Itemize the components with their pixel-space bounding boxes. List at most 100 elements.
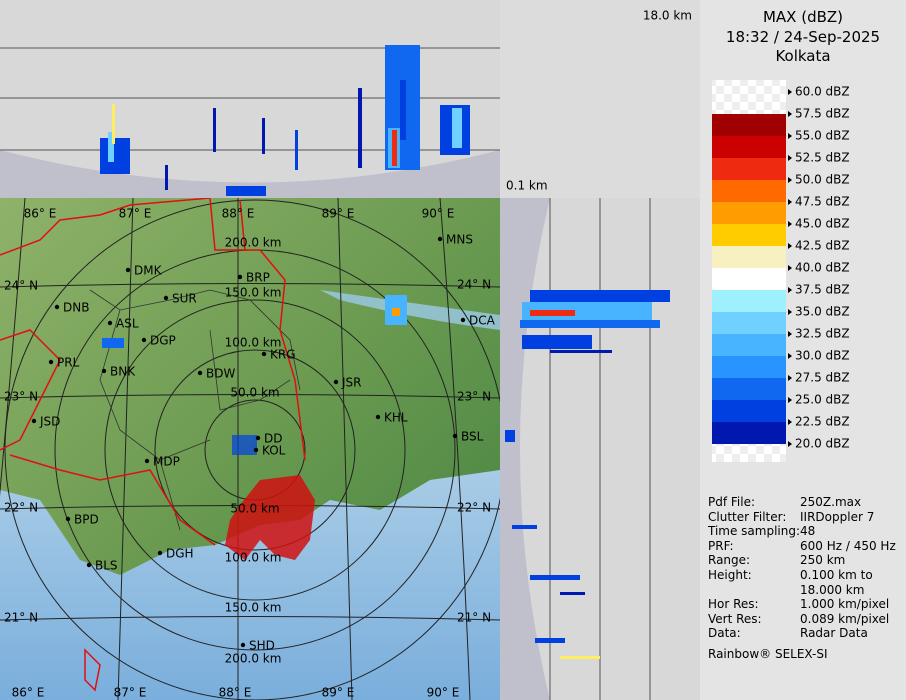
map-echoes <box>102 295 407 455</box>
info-row: Range: 250 km <box>708 553 900 568</box>
info-row: Clutter Filter: IIRDoppler 7 <box>708 510 900 525</box>
legend-label: 32.5 dBZ <box>795 327 850 341</box>
site-label: DD <box>264 432 282 446</box>
lon-label: 86° E <box>24 207 57 221</box>
legend-swatch <box>712 312 786 334</box>
legend-label: 40.0 dBZ <box>795 261 850 275</box>
info-key: Clutter Filter: <box>708 509 787 524</box>
site-dot <box>333 379 339 385</box>
info-row: Pdf File: 250Z.max <box>708 495 900 510</box>
site-label: KRG <box>270 348 296 362</box>
info-value: 250 km <box>800 553 846 568</box>
site-label: DMK <box>134 264 163 278</box>
lon-label: 89° E <box>322 686 355 700</box>
site-label: DNB <box>63 301 89 315</box>
site-label: JSD <box>39 415 60 429</box>
legend-tick <box>788 419 792 425</box>
site-label: BSL <box>461 430 484 444</box>
lat-label: 23° N <box>457 390 491 404</box>
lat-label: 21° N <box>457 611 491 625</box>
info-row: Height: 0.100 km to 18.000 km <box>708 568 900 597</box>
site-dot <box>261 351 267 357</box>
legend-tick <box>788 309 792 315</box>
info-value: 1.000 km/pixel <box>800 597 890 612</box>
legend-tick <box>788 199 792 205</box>
site-label: DCA <box>469 314 496 328</box>
site-label: ASL <box>116 317 139 331</box>
legend-tick <box>788 243 792 249</box>
legend-swatch <box>712 136 786 158</box>
site-label: KHL <box>384 411 408 425</box>
legend-label: 57.5 dBZ <box>795 107 850 121</box>
panel-title: MAX (dBZ) <box>762 8 844 26</box>
legend-tick <box>788 133 792 139</box>
site-label: KOL <box>262 444 286 458</box>
legend-swatch <box>712 268 786 290</box>
lon-label: 90° E <box>422 207 455 221</box>
legend-swatch <box>712 114 786 136</box>
site-dot <box>141 337 147 343</box>
ns-echoes <box>100 45 470 196</box>
legend-swatch <box>712 378 786 400</box>
info-row: Hor Res: 1.000 km/pixel <box>708 597 900 612</box>
site-label: BDW <box>206 367 235 381</box>
legend-swatch <box>712 334 786 356</box>
site-dot <box>101 368 107 374</box>
site-label: SUR <box>172 292 197 306</box>
legend-tick <box>788 397 792 403</box>
info-key: PRF: <box>708 538 734 553</box>
footer: Rainbow® SELEX-SI <box>708 647 828 661</box>
info-key: Pdf File: <box>708 495 756 509</box>
ew-section-mask <box>500 198 550 700</box>
lat-label: 24° N <box>4 279 38 293</box>
panel-time: 18:32 / 24-Sep-2025 <box>725 28 881 46</box>
range-label: 100.0 km <box>225 336 282 350</box>
lon-label: 88° E <box>222 207 255 221</box>
legend-swatch <box>712 400 786 422</box>
legend-label: 30.0 dBZ <box>795 349 850 363</box>
lon-label: 89° E <box>322 207 355 221</box>
info-value: 250Z.max <box>800 495 862 509</box>
legend-label: 45.0 dBZ <box>795 217 850 231</box>
range-label: 50.0 km <box>230 386 279 400</box>
site-dot <box>125 267 131 273</box>
info-key: Vert Res: <box>708 611 762 626</box>
site-label: MDP <box>153 455 180 469</box>
site-label: BNK <box>110 365 136 379</box>
info-key: Time sampling: <box>708 524 801 539</box>
site-dot <box>54 304 60 310</box>
lon-label: 86° E <box>12 686 45 700</box>
site-label: SHD <box>249 639 275 653</box>
legend-tick <box>788 111 792 117</box>
lat-label: 22° N <box>457 501 491 515</box>
lon-label: 88° E <box>219 686 252 700</box>
legend-label: 22.5 dBZ <box>795 415 850 429</box>
height-top-label: 18.0 km <box>643 9 692 23</box>
info-row: PRF: 600 Hz / 450 Hz <box>708 539 900 554</box>
ew-echoes <box>505 290 670 659</box>
site-dot <box>163 295 169 301</box>
legend-label: 52.5 dBZ <box>795 151 850 165</box>
info-value: 0.089 km/pixel <box>800 611 890 626</box>
site-label: DGP <box>150 334 176 348</box>
legend-tick <box>788 221 792 227</box>
legend-label: 60.0 dBZ <box>795 85 850 99</box>
legend-swatch <box>712 246 786 268</box>
info-row: Time sampling: 48 <box>708 524 900 539</box>
lat-label: 22° N <box>4 501 38 515</box>
legend-label: 27.5 dBZ <box>795 371 850 385</box>
info-value: 600 Hz / 450 Hz <box>800 538 896 553</box>
site-label: BLS <box>95 559 118 573</box>
info-value: Radar Data <box>800 626 868 641</box>
legend-tick <box>788 177 792 183</box>
range-label: 50.0 km <box>230 502 279 516</box>
info-key: Height: <box>708 567 752 582</box>
map: 86° E 87° E 88° E 89° E 90° E 86° E 87° … <box>0 198 500 700</box>
lat-label: 24° N <box>457 278 491 292</box>
legend-label: 50.0 dBZ <box>795 173 850 187</box>
site-dot <box>65 516 71 522</box>
range-label: 150.0 km <box>225 286 282 300</box>
info-value: IIRDoppler 7 <box>800 509 875 524</box>
ew-height-lines <box>549 198 651 700</box>
